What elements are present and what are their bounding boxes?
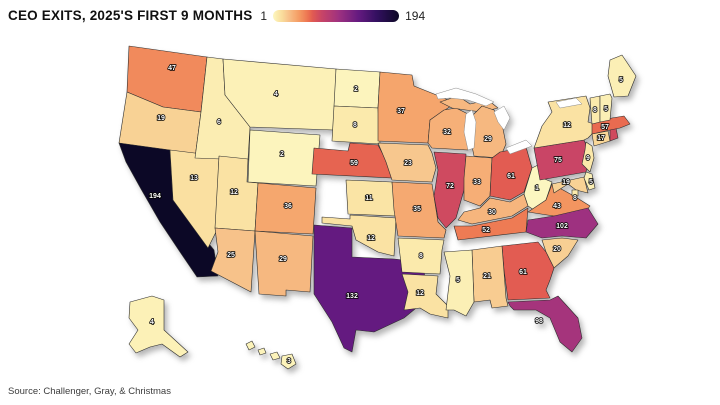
state-ok — [321, 214, 397, 257]
state-value-tn: 52 — [482, 227, 490, 234]
state-value-hi: 3 — [287, 358, 291, 365]
state-value-ms: 5 — [456, 277, 460, 284]
state-ny — [533, 95, 595, 149]
state-value-nh: 5 — [604, 106, 608, 113]
state-la — [401, 273, 449, 319]
lake-michigan — [463, 109, 477, 151]
state-value-ia: 23 — [404, 160, 412, 167]
state-value-mo: 35 — [413, 206, 421, 213]
state-value-nv: 13 — [190, 175, 198, 182]
state-value-nm: 29 — [279, 256, 287, 263]
state-hi — [257, 347, 267, 356]
state-value-md: 19 — [562, 179, 570, 186]
state-value-in: 33 — [473, 179, 481, 186]
state-value-nj: 9 — [586, 155, 590, 162]
state-value-pa: 75 — [554, 157, 562, 164]
state-ky — [457, 193, 529, 225]
lake-huron — [493, 105, 511, 131]
lake-erie — [505, 139, 533, 155]
state-hi — [245, 340, 256, 351]
state-value-va: 43 — [553, 203, 561, 210]
state-value-ga: 61 — [519, 269, 527, 276]
legend-max-label: 194 — [405, 8, 426, 23]
state-value-vt: 8 — [593, 107, 597, 114]
state-value-fl: 98 — [535, 318, 543, 325]
state-value-co: 36 — [284, 203, 292, 210]
state-value-de: 5 — [589, 179, 593, 186]
state-ms — [443, 249, 475, 317]
state-mo — [391, 181, 447, 239]
state-value-nd: 2 — [354, 86, 358, 93]
state-ia — [377, 142, 437, 183]
state-al — [471, 245, 509, 309]
state-value-mn: 37 — [397, 108, 405, 115]
state-me — [607, 54, 637, 98]
state-value-ks: 11 — [365, 195, 373, 202]
state-de — [583, 171, 596, 191]
state-value-al: 21 — [483, 273, 491, 280]
state-value-sc: 20 — [553, 246, 561, 253]
state-tx — [313, 224, 427, 353]
state-value-ca: 194 — [149, 193, 161, 200]
state-fl — [507, 295, 583, 353]
state-ar — [397, 237, 445, 275]
state-value-ma: 57 — [601, 124, 609, 131]
state-value-la: 12 — [416, 290, 424, 297]
state-value-ok: 12 — [367, 235, 375, 242]
state-value-az: 25 — [227, 252, 235, 259]
state-value-or: 19 — [157, 115, 165, 122]
state-value-wa: 47 — [168, 65, 176, 72]
state-value-ak: 4 — [150, 319, 154, 326]
state-value-ny: 12 — [563, 122, 571, 129]
lake-superior — [435, 87, 495, 107]
state-value-ky: 30 — [488, 209, 496, 216]
state-wv — [523, 163, 553, 211]
source-note: Source: Challenger, Gray, & Christmas — [8, 386, 171, 397]
lake-ontario — [555, 97, 583, 109]
state-md — [551, 176, 589, 194]
state-nm — [254, 230, 314, 297]
state-nj — [581, 141, 595, 173]
chart-title: CEO EXITS, 2025'S FIRST 9 MONTHS — [8, 8, 253, 23]
state-value-ct: 17 — [597, 135, 605, 142]
state-value-id: 6 — [217, 119, 221, 126]
state-value-wy: 2 — [280, 151, 284, 158]
state-value-nc: 102 — [556, 223, 568, 230]
legend-min-label: 1 — [260, 8, 268, 23]
state-value-mi: 29 — [484, 136, 492, 143]
legend-gradient — [273, 9, 400, 22]
state-value-mt: 4 — [274, 91, 278, 98]
state-wy — [247, 129, 321, 187]
state-ma — [591, 115, 631, 135]
state-dc — [571, 189, 579, 197]
state-hi — [269, 351, 281, 361]
state-tn — [453, 207, 529, 241]
state-value-dc: 8 — [573, 195, 577, 202]
color-legend: 1 194 — [260, 9, 425, 23]
state-value-ar: 8 — [419, 253, 423, 260]
state-value-il: 72 — [446, 183, 454, 190]
state-az — [210, 227, 256, 293]
state-value-me: 5 — [619, 77, 623, 84]
state-value-tx: 132 — [346, 293, 358, 300]
state-nc — [525, 207, 599, 239]
state-value-ne: 59 — [350, 160, 358, 167]
state-value-wv: 1 — [535, 185, 539, 192]
state-nh — [599, 93, 613, 123]
state-value-oh: 61 — [507, 173, 515, 180]
state-ga — [501, 241, 555, 301]
state-co — [254, 182, 317, 235]
state-mt — [222, 58, 337, 131]
state-hi — [280, 353, 297, 370]
state-value-wi: 32 — [443, 129, 451, 136]
state-ak — [128, 295, 189, 358]
state-value-ut: 12 — [230, 189, 238, 196]
state-value-sd: 8 — [353, 122, 357, 129]
chart-header: CEO EXITS, 2025'S FIRST 9 MONTHS 1 194 — [8, 8, 425, 23]
